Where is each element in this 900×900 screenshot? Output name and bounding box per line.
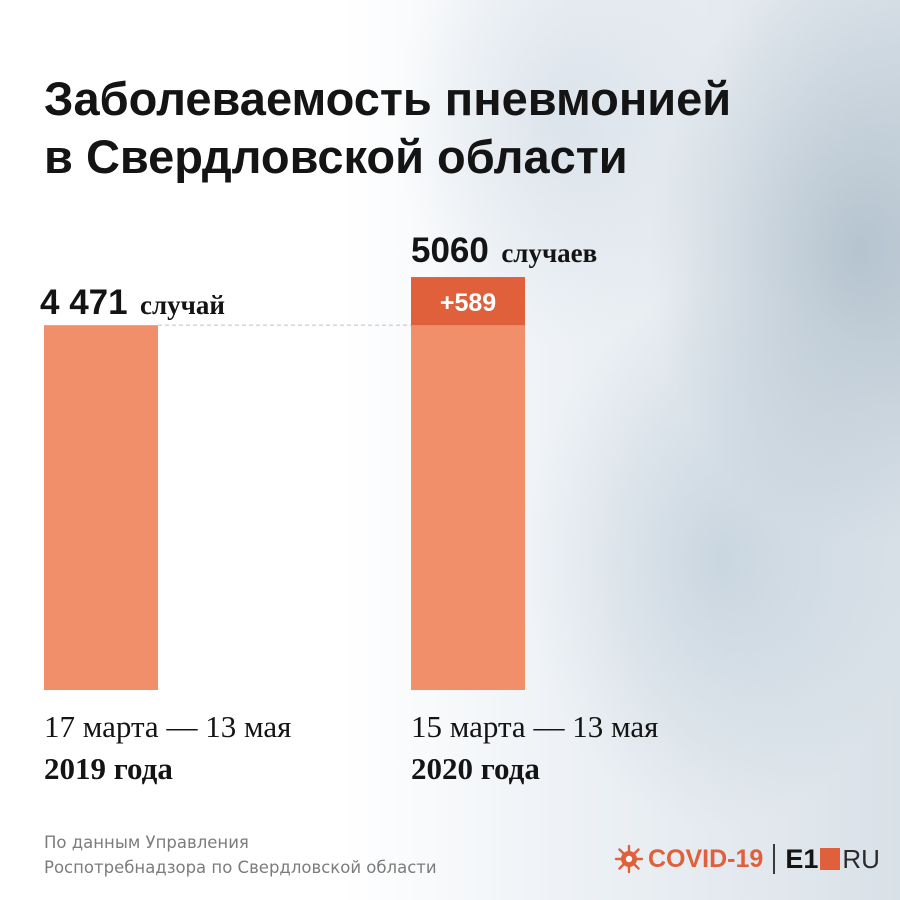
- chart-title-line-2: в Свердловской области: [44, 130, 628, 183]
- chart-title-line-1: Заболеваемость пневмонией: [44, 72, 732, 125]
- chart-title: Заболеваемость пневмонией в Свердловской…: [44, 70, 731, 186]
- value-label-2020-word: случаев: [501, 238, 597, 268]
- bar-2020-difference: [411, 277, 525, 326]
- difference-label: +589: [440, 289, 496, 317]
- virus-icon: [614, 844, 644, 874]
- value-label-2019-word: случай: [140, 290, 225, 320]
- source-line-1: По данным Управления: [44, 833, 249, 852]
- period-2020: 15 марта — 13 мая 2020 года: [411, 706, 658, 790]
- bar-2019: [44, 325, 158, 690]
- brand-logo: COVID-19 E1 RU: [614, 842, 880, 876]
- e1-square: [820, 848, 841, 870]
- period-2019: 17 марта — 13 мая 2019 года: [44, 706, 291, 790]
- e1-label: E1: [785, 843, 819, 874]
- value-label-2019-number: 4 471: [40, 283, 128, 322]
- source-line-2: Роспотребнадзора по Свердловской области: [44, 858, 437, 877]
- value-label-2020: 5060 случаев: [411, 231, 597, 270]
- period-2020-year: 2020 года: [411, 751, 540, 786]
- period-2020-dates: 15 марта — 13 мая: [411, 709, 659, 744]
- value-label-2020-number: 5060: [411, 231, 489, 270]
- brand-separator: [773, 844, 776, 874]
- period-2019-dates: 17 марта — 13 мая: [44, 709, 292, 744]
- ru-label: RU: [842, 843, 880, 874]
- period-2019-year: 2019 года: [44, 751, 173, 786]
- value-label-2019: 4 471 случай: [40, 283, 225, 322]
- covid-label: COVID-19: [648, 844, 764, 873]
- source-note: По данным Управления Роспотребнадзора по…: [44, 830, 437, 880]
- bar-2020: [411, 277, 525, 690]
